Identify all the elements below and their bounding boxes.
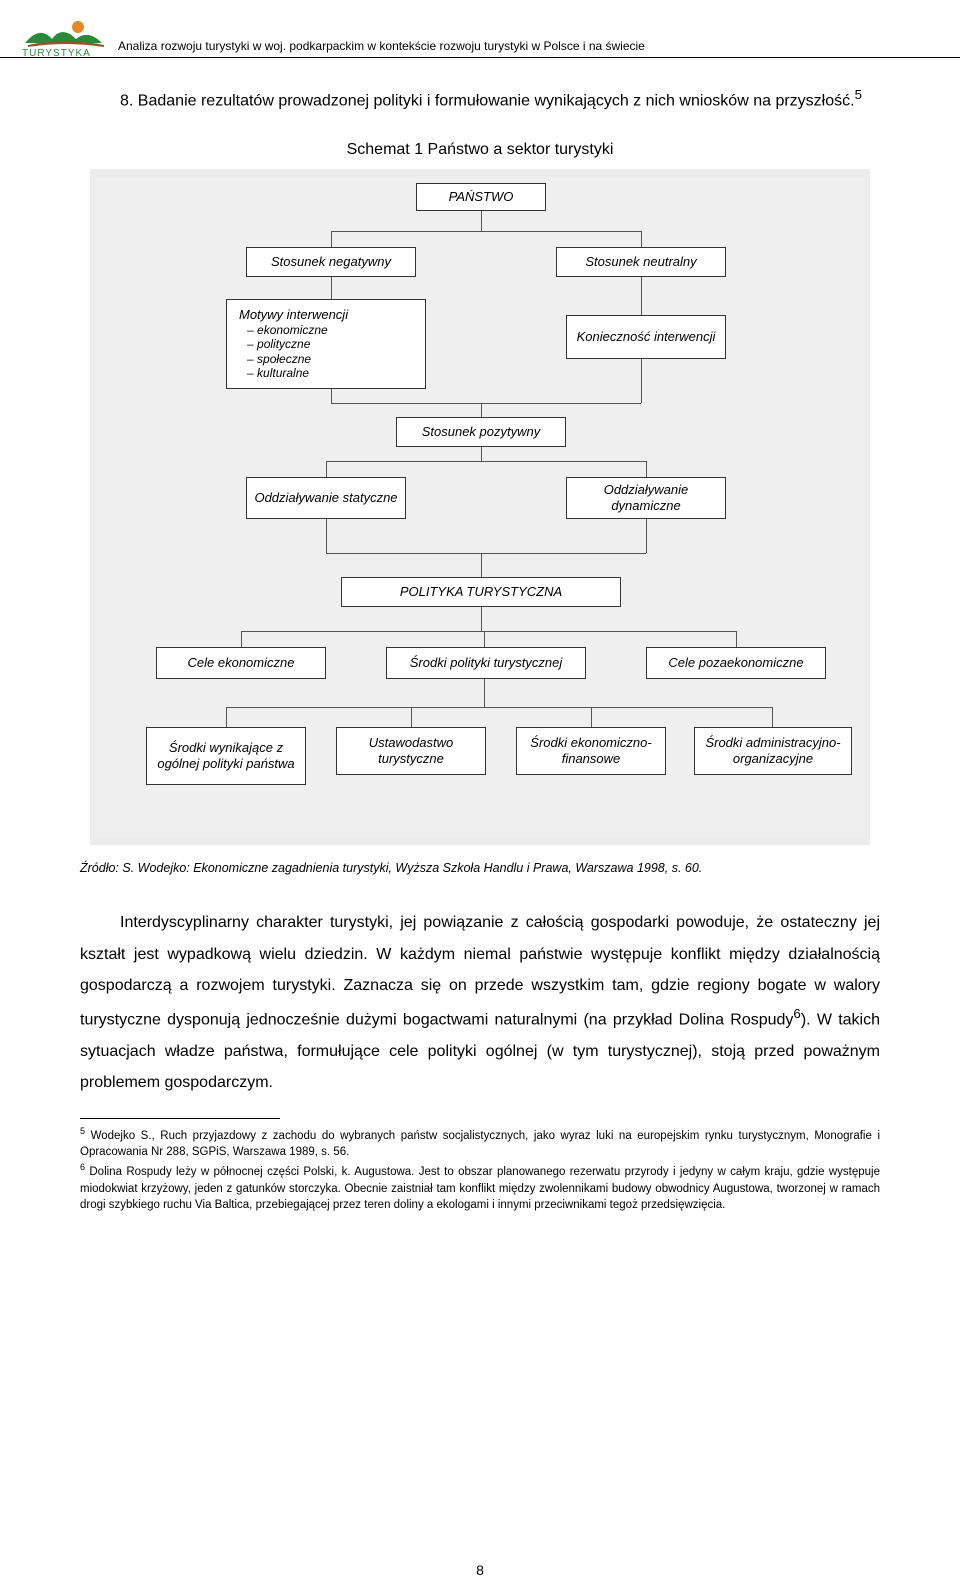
footnotes: 5 Wodejko S., Ruch przyjazdowy z zachodu… — [80, 1119, 880, 1214]
connector — [241, 631, 736, 632]
figure-source: Źródło: S. Wodejko: Ekonomiczne zagadnie… — [80, 859, 880, 878]
node-dyn: Oddziaływanie dynamiczne — [566, 477, 726, 519]
flowchart-diagram: PAŃSTWO Stosunek negatywny Stosunek neutra… — [96, 177, 864, 837]
node-ustaw: Ustawodastwo turystyczne — [336, 727, 486, 775]
footnote-6: 6 Dolina Rospudy leży w północnej części… — [80, 1161, 880, 1214]
node-panstwo: PAŃSTWO — [416, 183, 546, 211]
connector — [226, 707, 227, 727]
diagram-container: PAŃSTWO Stosunek negatywny Stosunek neutra… — [90, 169, 870, 845]
node-cele_poz: Cele pozaekonomiczne — [646, 647, 826, 679]
page-number: 8 — [0, 1562, 960, 1578]
logo: TURYSTYKA — [20, 17, 110, 57]
connector — [331, 231, 641, 232]
connector — [641, 277, 642, 315]
connector — [331, 389, 332, 403]
connector — [591, 707, 592, 727]
connector — [481, 553, 482, 577]
page-content: 8. Badanie rezultatów prowadzonej polity… — [0, 58, 960, 1224]
connector — [241, 631, 242, 647]
item-number: 8. — [120, 92, 133, 109]
connector — [484, 631, 485, 647]
connector — [484, 679, 485, 707]
node-sr_adm: Środki administracyjno-organizacyjne — [694, 727, 852, 775]
node-sr_og: Środki wynikające z ogólnej polityki pań… — [146, 727, 306, 785]
node-koniecz: Konieczność interwencji — [566, 315, 726, 359]
node-poz: Stosunek pozytywny — [396, 417, 566, 447]
numbered-item: 8. Badanie rezultatów prowadzonej polity… — [120, 82, 880, 117]
connector — [772, 707, 773, 727]
connector — [646, 519, 647, 553]
connector — [481, 447, 482, 461]
node-neu: Stosunek neutralny — [556, 247, 726, 277]
footnote-5: 5 Wodejko S., Ruch przyjazdowy z zachodu… — [80, 1125, 880, 1161]
node-sr_fin: Środki ekonomiczno-finansowe — [516, 727, 666, 775]
node-polityka: POLITYKA TURYSTYCZNA — [341, 577, 621, 607]
figure-caption: Schemat 1 Państwo a sektor turystyki — [80, 141, 880, 159]
node-neg: Stosunek negatywny — [246, 247, 416, 277]
connector — [481, 403, 482, 417]
connector — [326, 461, 646, 462]
item-text: Badanie rezultatów prowadzonej polityki … — [138, 92, 855, 109]
connector — [736, 631, 737, 647]
connector — [331, 277, 332, 299]
connector — [326, 553, 646, 554]
node-motywy: Motywy interwencjiekonomicznepolitycznes… — [226, 299, 426, 389]
connector — [646, 461, 647, 477]
footnote-ref-6: 6 — [793, 1006, 800, 1021]
page-header: TURYSTYKA Analiza rozwoju turystyki w wo… — [0, 0, 960, 58]
header-title: Analiza rozwoju turystyki w woj. podkarp… — [118, 39, 940, 57]
node-stat: Oddziaływanie statyczne — [246, 477, 406, 519]
connector — [481, 211, 482, 231]
connector — [331, 403, 641, 404]
footnote-ref-5: 5 — [855, 87, 862, 102]
body-paragraph: Interdyscyplinarny charakter turystyki, … — [80, 907, 880, 1097]
connector — [226, 707, 772, 708]
connector — [326, 519, 327, 553]
node-cele_ek: Cele ekonomiczne — [156, 647, 326, 679]
connector — [331, 231, 332, 247]
connector — [641, 359, 642, 403]
logo-text: TURYSTYKA — [22, 48, 91, 59]
connector — [326, 461, 327, 477]
connector — [481, 607, 482, 631]
node-srodki_pol: Środki polityki turystycznej — [386, 647, 586, 679]
connector — [411, 707, 412, 727]
connector — [641, 231, 642, 247]
